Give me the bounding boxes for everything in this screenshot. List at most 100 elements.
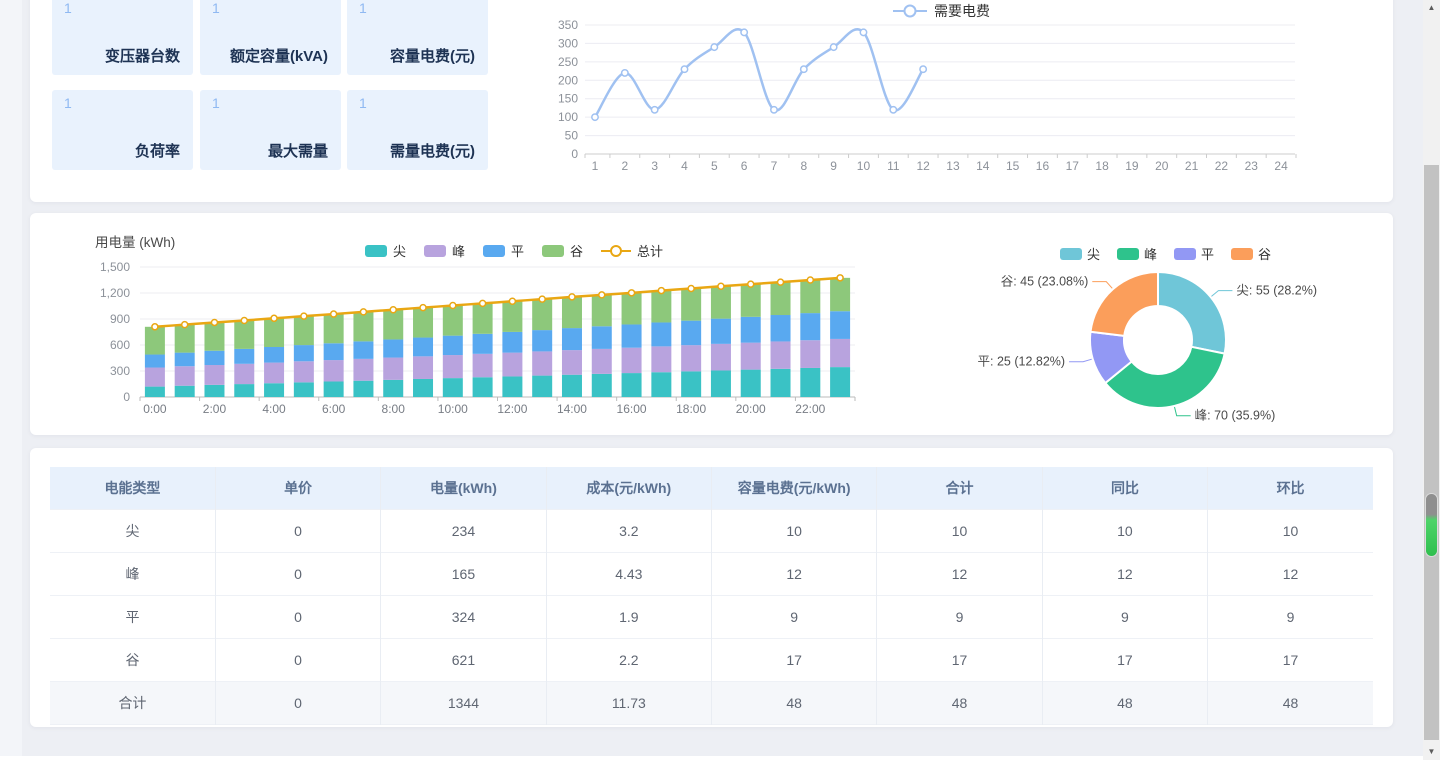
bar-segment [502,352,523,377]
table-cell: 0 [215,509,382,553]
stat-value: 1 [212,0,220,16]
table-cell: 48 [1207,681,1373,725]
data-point [598,291,606,299]
svg-text:19: 19 [1125,159,1139,173]
column-header: 单价 [215,467,382,510]
legend-item[interactable]: 平 [1174,247,1214,262]
legend-item[interactable]: 峰 [424,244,465,259]
legend-item[interactable]: 平 [483,244,524,259]
data-point [359,308,368,316]
data-point [591,113,599,122]
bar-segment [323,381,344,397]
bar-segment [532,299,553,331]
bar-segment [293,316,314,346]
data-point [687,284,695,293]
stat-value: 1 [64,0,72,16]
bar-segment [472,353,493,378]
svg-text:0: 0 [571,147,578,161]
scrollbar-up-arrow-icon[interactable]: ▲ [1427,3,1436,12]
legend-swatch [542,245,564,257]
column-header: 环比 [1207,467,1373,510]
donut-slice[interactable] [1157,270,1227,355]
table-cell: 0 [215,681,382,725]
scrollbar-down-arrow-icon[interactable]: ▼ [1427,747,1436,756]
bar-segment [651,322,672,347]
scrollbar-track[interactable]: ▲ ▼ [1423,0,1440,760]
data-point [419,303,427,312]
bar-segment [561,328,582,351]
bar-segment [293,382,314,397]
bar-segment [442,335,463,356]
table-cell: 峰 [50,552,216,596]
table-row: 尖 0 234 3.2 10 10 10 10 [50,509,1373,553]
svg-text:1,500: 1,500 [100,260,130,274]
usage-card: 用电量 (kWh) 0 300 600 900 1,200 1,500 0:00 2:00 4:0… [30,213,1393,435]
data-point [776,278,785,286]
legend-item[interactable]: 总计 [601,244,663,259]
bar-segment [234,384,255,397]
bar-segment [174,385,195,397]
bar-segment [830,277,851,312]
table-cell: 48 [876,681,1043,725]
bar-segment [144,354,165,368]
stat-label: 需量电费(元) [390,143,475,160]
data-point [799,65,808,74]
table-cell: 0 [215,638,382,682]
svg-text:4: 4 [681,159,688,173]
bar-segment [800,280,821,314]
bar-segment [413,307,434,338]
legend-item[interactable]: 谷 [1231,247,1271,262]
svg-text:8: 8 [800,159,807,173]
usage-stacked-bar-chart[interactable]: 用电量 (kWh) 0 300 600 900 1,200 1,500 0:00 2:00 4:0… [60,225,890,425]
bar-segment [800,313,821,341]
legend-item[interactable]: 峰 [1117,247,1157,262]
legend-item[interactable]: 尖 [1060,247,1100,262]
scrollbar-thumb[interactable] [1424,165,1439,740]
bar-segment [710,343,731,371]
data-point [210,318,219,327]
table-cell: 12 [1282,566,1299,582]
svg-text:17: 17 [1066,159,1080,173]
bar-segment [561,350,582,375]
bar-segment [621,373,642,397]
svg-text:250: 250 [558,55,578,69]
legend-item[interactable]: 谷 [542,244,583,259]
svg-text:18:00: 18:00 [676,402,706,416]
svg-text:9: 9 [830,159,837,173]
bar-segment [651,372,672,397]
energy-type-donut-chart[interactable]: 尖 峰 平 谷尖: 55 (28.2%) 峰: 70 (35.9%) 平: 25 (12.… [950,228,1393,433]
stat-label: 额定容量(kVA) [229,48,328,65]
bar-segment [353,380,374,397]
data-point [746,280,755,288]
svg-text:3: 3 [651,159,658,173]
bar-segment [681,371,702,397]
donut-slice[interactable] [1089,270,1159,338]
legend-item[interactable]: 需要电费 [893,3,990,19]
data-point [680,65,689,74]
bar-segment [651,346,672,373]
table-cell: 17 [711,638,878,682]
svg-text:300: 300 [110,364,130,378]
stat-value: 1 [359,0,367,16]
scroll-progress-pill[interactable] [1426,494,1437,556]
bar-segment [561,374,582,397]
data-point [568,293,576,301]
stat-tile: 1 额定容量(kVA) [200,0,341,75]
x-axis: 0:00 2:00 4:00 6:00 8:00 10:00 12:00 14:00 16:00… [139,396,856,416]
chart-title: 用电量 (kWh) [95,235,175,250]
total-line [151,274,844,331]
data-point [270,314,278,323]
data-point [449,301,457,310]
column-header: 同比 [1042,467,1209,510]
bar-segment [591,326,612,349]
data-point [836,274,844,282]
legend-item[interactable]: 尖 [365,244,406,259]
stat-tile: 1 负荷率 [52,90,193,170]
donut-slice[interactable] [1103,345,1226,409]
table-row: 峰 0 165 4.43 12 12 12 12 [50,552,1373,596]
next-card-strip [0,756,1423,760]
data-point [300,312,308,320]
bar-segment [323,314,344,344]
